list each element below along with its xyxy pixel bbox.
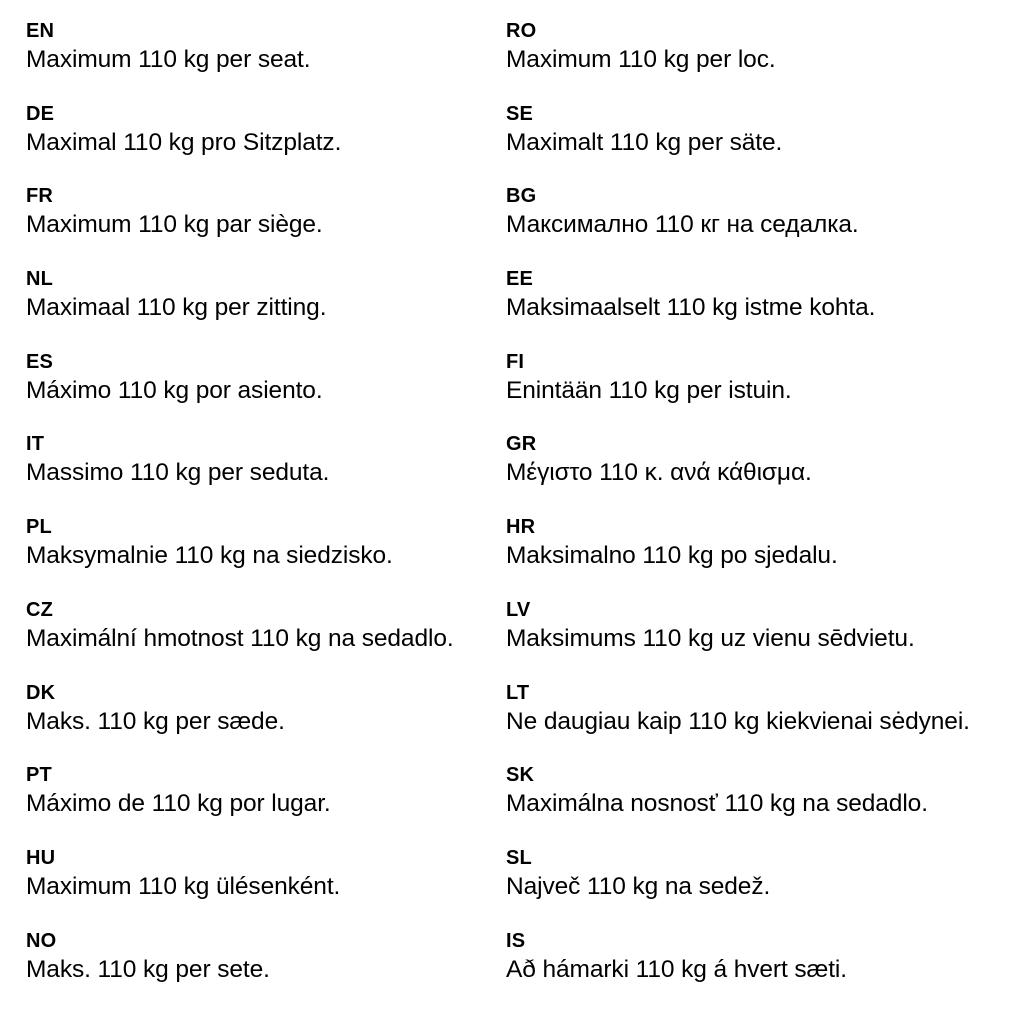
language-entry-bg: BG Максимално 110 кг на седалка.	[506, 184, 1024, 267]
language-code-hr: HR	[506, 516, 536, 539]
language-code-is: IS	[506, 929, 526, 952]
language-text-lt: Ne daugiau kaip 110 kg kiekvienai sėdyne…	[506, 707, 970, 735]
language-entry-lv: LV Maksimums 110 kg uz vienu sēdvietu.	[506, 598, 1024, 681]
language-code-lv: LV	[506, 598, 531, 621]
language-text-ee: Maksimaalselt 110 kg istme kohta.	[506, 294, 876, 322]
language-text-lv: Maksimums 110 kg uz vienu sēdvietu.	[506, 624, 915, 652]
language-text-pl: Maksymalnie 110 kg na siedzisko.	[26, 542, 393, 570]
language-entry-es: ES Máximo 110 kg por asiento.	[26, 350, 490, 433]
language-text-de: Maximal 110 kg pro Sitzplatz.	[26, 128, 342, 156]
language-code-it: IT	[26, 433, 45, 456]
language-code-sl: SL	[506, 846, 532, 869]
language-text-no: Maks. 110 kg per sete.	[26, 955, 270, 983]
language-text-ro: Maximum 110 kg per loc.	[506, 46, 776, 73]
language-entry-is: IS Að hámarki 110 kg á hvert sæti.	[506, 929, 1024, 1012]
left-language-column: EN Maximum 110 kg per seat. DE Maximal 1…	[0, 19, 490, 1024]
language-text-nl: Maximaal 110 kg per zitting.	[26, 294, 327, 322]
language-entry-fr: FR Maximum 110 kg par siège.	[26, 184, 490, 267]
language-entry-hu: HU Maximum 110 kg ülésenként.	[26, 846, 490, 929]
language-text-se: Maximalt 110 kg per säte.	[506, 128, 783, 156]
language-code-gr: GR	[506, 433, 537, 456]
language-entry-pl: PL Maksymalnie 110 kg na siedzisko.	[26, 515, 490, 598]
language-code-ro: RO	[506, 20, 537, 42]
language-text-hu: Maximum 110 kg ülésenként.	[26, 872, 341, 900]
language-code-de: DE	[26, 102, 55, 125]
language-entry-se: SE Maximalt 110 kg per säte.	[506, 102, 1024, 185]
language-entry-it: IT Massimo 110 kg per seduta.	[26, 432, 490, 515]
language-text-en: Maximum 110 kg per seat.	[26, 46, 311, 73]
language-text-is: Að hámarki 110 kg á hvert sæti.	[506, 955, 847, 983]
language-code-se: SE	[506, 102, 534, 125]
language-code-cz: CZ	[26, 598, 54, 621]
language-code-no: NO	[26, 929, 57, 952]
language-code-pt: PT	[26, 764, 52, 787]
language-code-pl: PL	[26, 516, 52, 539]
language-entry-ee: EE Maksimaalselt 110 kg istme kohta.	[506, 267, 1024, 350]
language-text-fr: Maximum 110 kg par siège.	[26, 211, 323, 239]
language-text-sk: Maximálna nosnosť 110 kg na sedadlo.	[506, 790, 928, 818]
language-text-hr: Maksimalno 110 kg po sjedalu.	[506, 542, 838, 570]
language-text-dk: Maks. 110 kg per sæde.	[26, 707, 285, 735]
language-text-pt: Máximo de 110 kg por lugar.	[26, 790, 331, 818]
language-entry-lt: LT Ne daugiau kaip 110 kg kiekvienai sėd…	[506, 681, 1024, 764]
language-entry-sk: SK Maximálna nosnosť 110 kg na sedadlo.	[506, 763, 1024, 846]
language-code-fi: FI	[506, 350, 525, 373]
language-text-gr: Μέγιστο 110 κ. ανά κάθισμα.	[506, 459, 812, 487]
language-code-hu: HU	[26, 846, 56, 869]
language-code-en: EN	[26, 20, 55, 42]
language-entry-hr: HR Maksimalno 110 kg po sjedalu.	[506, 515, 1024, 598]
language-text-sl: Največ 110 kg na sedež.	[506, 872, 771, 900]
language-text-cz: Maximální hmotnost 110 kg na sedadlo.	[26, 624, 454, 652]
language-text-bg: Максимално 110 кг на седалка.	[506, 211, 859, 239]
language-entry-sl: SL Največ 110 kg na sedež.	[506, 846, 1024, 929]
language-code-ee: EE	[506, 268, 534, 291]
language-entry-gr: GR Μέγιστο 110 κ. ανά κάθισμα.	[506, 432, 1024, 515]
language-entry-no: NO Maks. 110 kg per sete.	[26, 929, 490, 1012]
language-code-nl: NL	[26, 268, 54, 291]
language-text-es: Máximo 110 kg por asiento.	[26, 376, 323, 404]
language-code-lt: LT	[506, 681, 530, 704]
language-entry-cz: CZ Maximální hmotnost 110 kg na sedadlo.	[26, 598, 490, 681]
language-text-fi: Enintään 110 kg per istuin.	[506, 376, 792, 404]
language-entry-en: EN Maximum 110 kg per seat.	[26, 19, 490, 102]
language-code-es: ES	[26, 350, 54, 373]
language-entry-pt: PT Máximo de 110 kg por lugar.	[26, 763, 490, 846]
language-entry-ro: RO Maximum 110 kg per loc.	[506, 19, 1024, 102]
language-entry-de: DE Maximal 110 kg pro Sitzplatz.	[26, 102, 490, 185]
language-text-it: Massimo 110 kg per seduta.	[26, 459, 330, 487]
right-language-column: RO Maximum 110 kg per loc. SE Maximalt 1…	[490, 19, 1024, 1024]
language-code-fr: FR	[26, 185, 54, 208]
language-code-sk: SK	[506, 764, 535, 787]
language-entry-dk: DK Maks. 110 kg per sæde.	[26, 681, 490, 764]
language-entry-fi: FI Enintään 110 kg per istuin.	[506, 350, 1024, 433]
language-code-dk: DK	[26, 681, 56, 704]
language-entry-nl: NL Maximaal 110 kg per zitting.	[26, 267, 490, 350]
language-code-bg: BG	[506, 185, 537, 208]
